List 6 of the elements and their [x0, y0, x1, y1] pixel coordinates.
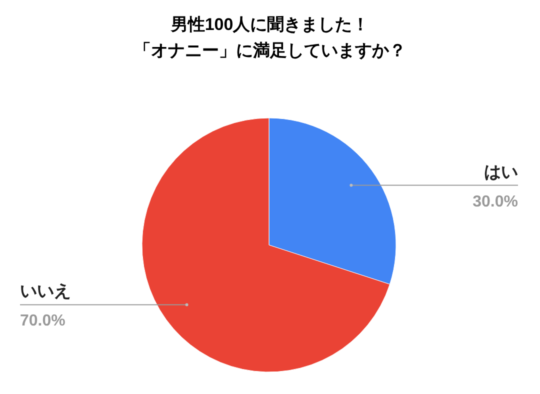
- data-label: 70.0%: [20, 312, 66, 330]
- chart-subtitle: 「オナニー」に満足していますか？: [134, 41, 406, 60]
- slice-label: はい: [484, 162, 518, 182]
- chart-title: 男性100人に聞きました！: [170, 15, 370, 34]
- data-label: 30.0%: [472, 193, 518, 210]
- slice-label: いいえ: [20, 282, 71, 301]
